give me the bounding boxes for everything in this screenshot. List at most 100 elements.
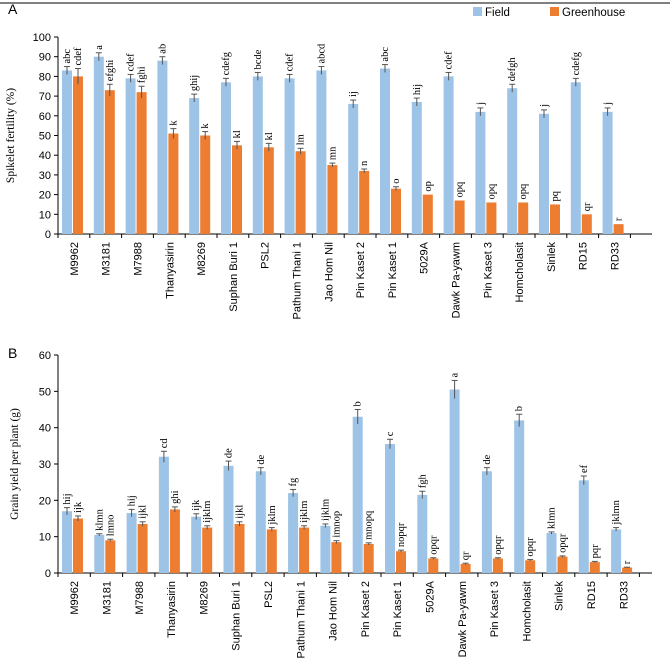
x-tick-label-psl2: PSL2 xyxy=(260,242,272,269)
legend-swatch-greenhouse xyxy=(550,7,559,16)
significance-label-field: ijklm xyxy=(320,499,331,521)
x-tick-label-jao-hom-nil: Jao Hom Nil xyxy=(328,581,340,641)
significance-label-field: bcde xyxy=(253,49,264,69)
significance-label-field: abcd xyxy=(316,43,327,64)
panel-b: B Grain yield per plant (g) 0 10 20 30 40 50 60 h… xyxy=(8,345,652,658)
significance-label-greenhouse: ijk xyxy=(73,501,84,513)
significance-label-field: fgh xyxy=(417,474,428,489)
bar-field-m8269 xyxy=(191,516,202,573)
y-tick-label: 0 xyxy=(45,568,51,580)
significance-label-greenhouse: kl xyxy=(232,130,243,138)
bar-field-m9962 xyxy=(62,511,72,573)
significance-label-greenhouse: mnopq xyxy=(364,510,375,540)
x-tick-label-thanyasirin: Thanyasirin xyxy=(166,581,178,638)
significance-label-greenhouse: r xyxy=(622,560,633,564)
x-tick-label-m7988: M7988 xyxy=(133,242,145,276)
bar-field-dawk-pa-yawm xyxy=(449,389,460,573)
bar-greenhouse-5029a xyxy=(428,558,439,573)
significance-label-field: j xyxy=(603,102,614,106)
significance-label-field: b xyxy=(353,401,364,406)
x-tick-label-suphan-buri-1: Suphan Buri 1 xyxy=(231,581,243,651)
bar-field-pathum-thani-1 xyxy=(288,493,299,573)
significance-label-greenhouse: ijklm xyxy=(299,501,310,523)
bar-field-psl2 xyxy=(252,76,263,235)
legend-label-greenhouse: Greenhouse xyxy=(562,7,625,19)
significance-label-greenhouse: k xyxy=(200,123,211,129)
x-tick-label-m9962: M9962 xyxy=(69,581,81,615)
bar-greenhouse-thanyasirin xyxy=(168,133,179,234)
x-tick-label-rd15: RD15 xyxy=(586,581,598,609)
significance-label-greenhouse: pq xyxy=(550,190,561,201)
significance-label-greenhouse: pqr xyxy=(590,544,601,559)
significance-label-field: jklmn xyxy=(611,499,622,525)
bar-field-pin-kaset-2 xyxy=(348,103,359,234)
bar-field-dawk-pa-yawm xyxy=(443,76,454,235)
bar-greenhouse-jao-hom-nil xyxy=(331,542,342,573)
bar-greenhouse-rd33 xyxy=(613,224,624,234)
bar-greenhouse-jao-hom-nil xyxy=(327,165,338,234)
significance-label-greenhouse: lm xyxy=(296,134,307,145)
bar-field-suphan-buri-1 xyxy=(221,82,231,234)
bar-field-suphan-buri-1 xyxy=(223,465,234,573)
bar-greenhouse-m7988 xyxy=(136,92,147,234)
significance-label-greenhouse: opq xyxy=(486,183,497,200)
x-tick-label-5029a: 5029A xyxy=(424,580,436,612)
x-tick-label-pin-kaset-1: Pin Kaset 1 xyxy=(387,242,399,298)
significance-label-greenhouse: mn xyxy=(327,146,338,160)
bar-greenhouse-suphan-buri-1 xyxy=(234,523,245,573)
bar-field-rd33 xyxy=(611,529,622,573)
x-tick-label-pin-kaset-3: Pin Kaset 3 xyxy=(489,581,501,637)
y-axis-title: Spikelet fertility (%) xyxy=(5,88,17,183)
y-tick-label: 40 xyxy=(39,423,51,435)
significance-label-greenhouse: nopqr xyxy=(396,522,407,547)
significance-label-field: abc xyxy=(380,47,391,62)
bar-greenhouse-pin-kaset-1 xyxy=(396,551,406,573)
significance-label-greenhouse: efghi xyxy=(105,60,116,82)
bar-field-pathum-thani-1 xyxy=(284,78,295,235)
significance-label-field: hij xyxy=(62,493,73,504)
y-tick-label: 90 xyxy=(39,52,51,64)
x-tick-label-homcholasit: Homcholasit xyxy=(514,242,526,303)
x-tick-label-sinlek: Sinlek xyxy=(546,242,558,272)
bar-field-pin-kaset-3 xyxy=(481,471,492,573)
bar-field-pin-kaset-2 xyxy=(352,416,363,573)
significance-label-greenhouse: opqr xyxy=(493,535,504,555)
x-tick-label-pin-kaset-1: Pin Kaset 1 xyxy=(392,581,404,637)
bar-field-rd15 xyxy=(578,480,589,573)
x-tick-label-pathum-thani-1: Pathum Thani 1 xyxy=(292,242,304,319)
significance-label-field: hij xyxy=(412,84,423,95)
bar-field-homcholasit xyxy=(514,420,525,573)
significance-label-field: a xyxy=(450,372,461,377)
bar-greenhouse-sinlek xyxy=(557,556,568,573)
x-tick-label-5029a: 5029A xyxy=(419,241,431,273)
bar-greenhouse-thanyasirin xyxy=(169,509,180,573)
x-tick-label-m7988: M7988 xyxy=(134,581,146,615)
x-tick-label-rd15: RD15 xyxy=(578,242,590,270)
significance-label-greenhouse: op xyxy=(423,181,434,192)
x-tick-label-m3181: M3181 xyxy=(101,242,113,276)
x-tick-label-sinlek: Sinlek xyxy=(554,581,566,611)
significance-label-greenhouse: qr xyxy=(461,551,472,560)
y-tick-label: 50 xyxy=(39,386,51,398)
x-tick-label-pathum-thani-1: Pathum Thani 1 xyxy=(295,581,307,658)
y-tick-label: 0 xyxy=(45,229,51,241)
bar-field-m8269 xyxy=(189,98,200,234)
significance-label-field: klmn xyxy=(547,507,558,529)
significance-label-greenhouse: opqr xyxy=(428,535,439,555)
bar-greenhouse-suphan-buri-1 xyxy=(232,145,242,234)
significance-label-field: ef xyxy=(579,464,590,473)
significance-label-field: de xyxy=(482,454,493,464)
bar-greenhouse-psl2 xyxy=(266,529,277,573)
significance-label-greenhouse: ijklm xyxy=(202,501,213,523)
bar-greenhouse-pin-kaset-1 xyxy=(391,188,401,234)
significance-label-field: j xyxy=(539,104,550,108)
bar-greenhouse-pin-kaset-3 xyxy=(492,558,503,573)
y-tick-label: 30 xyxy=(39,170,51,182)
significance-label-field: de xyxy=(224,448,235,458)
x-tick-label-pin-kaset-2: Pin Kaset 2 xyxy=(360,581,372,637)
significance-label-greenhouse: o xyxy=(391,178,402,183)
bar-field-pin-kaset-1 xyxy=(380,68,390,235)
x-tick-label-rd33: RD33 xyxy=(618,581,630,609)
x-tick-label-homcholasit: Homcholasit xyxy=(521,581,533,642)
